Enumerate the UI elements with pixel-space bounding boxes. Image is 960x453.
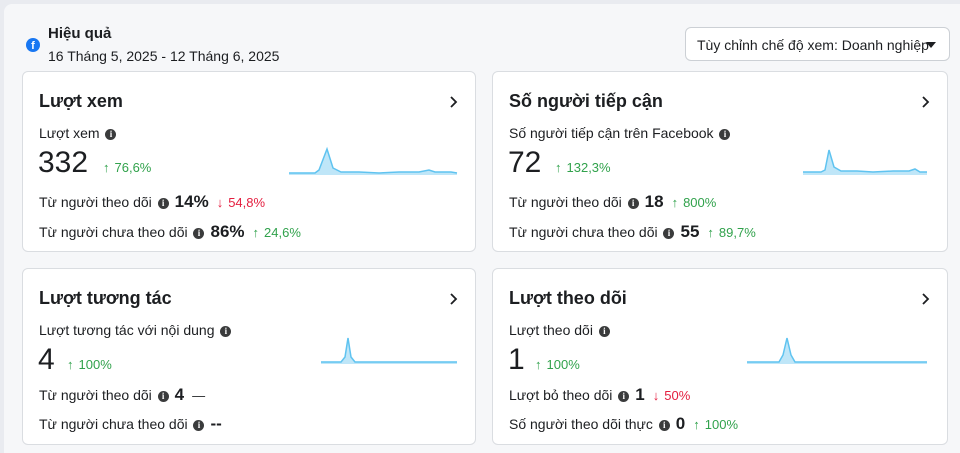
- facebook-icon: f: [26, 38, 40, 52]
- change-down: ↓ 50%: [652, 388, 691, 403]
- info-icon[interactable]: i: [220, 326, 232, 337]
- reach-sparkline: [803, 149, 927, 175]
- change-down: ↓ 54,8%: [216, 195, 266, 210]
- arrow-down-icon: ↓: [216, 195, 224, 210]
- change-up: ↑ 800%: [671, 195, 717, 210]
- metric-change: ↑ 76,6%: [103, 160, 152, 175]
- info-icon[interactable]: i: [193, 420, 205, 431]
- breakdown-row: Từ người chưa theo dõi i 55 ↑ 89,7%: [509, 222, 756, 241]
- breakdown-row: Từ người theo dõi i 14% ↓ 54,8%: [39, 192, 266, 211]
- arrow-up-icon: ↑: [707, 225, 714, 240]
- chevron-right-icon[interactable]: [919, 292, 933, 306]
- info-icon[interactable]: i: [663, 228, 675, 239]
- metric-change: ↑ 132,3%: [555, 160, 611, 175]
- arrow-up-icon: ↑: [103, 160, 110, 175]
- interactions-sparkline: [321, 337, 457, 364]
- metric-value: 4: [38, 343, 55, 376]
- arrow-up-icon: ↑: [555, 160, 562, 175]
- views-card: Lượt xem Lượt xem i 332 ↑ 76,6% Từ người …: [22, 71, 476, 252]
- date-range: 16 Tháng 5, 2025 - 12 Tháng 6, 2025: [48, 48, 280, 64]
- card-title: Lượt theo dõi: [509, 288, 627, 308]
- section-title: Hiệu quả: [48, 25, 112, 42]
- view-selector-dropdown[interactable]: Tùy chỉnh chế độ xem: Doanh nghiệp: [685, 27, 950, 61]
- info-icon[interactable]: i: [618, 391, 630, 402]
- metric-label: Lượt xem i: [39, 125, 117, 141]
- arrow-up-icon: ↑: [671, 195, 679, 210]
- info-icon[interactable]: i: [157, 198, 169, 209]
- interactions-card: Lượt tương tác Lượt tương tác với nội du…: [22, 268, 476, 445]
- info-icon[interactable]: i: [627, 198, 639, 209]
- performance-panel: f Hiệu quả 16 Tháng 5, 2025 - 12 Tháng 6…: [4, 4, 960, 453]
- card-title: Lượt tương tác: [39, 288, 172, 308]
- chevron-right-icon[interactable]: [447, 292, 461, 306]
- breakdown-row: Từ người chưa theo dõi i 86% ↑ 24,6%: [39, 222, 301, 241]
- metric-value: 72: [508, 146, 542, 179]
- follows-card: Lượt theo dõi Lượt theo dõi i 1 ↑ 100% Lư…: [492, 268, 948, 445]
- metric-label: Lượt tương tác với nội dung i: [39, 322, 232, 338]
- chevron-right-icon[interactable]: [447, 95, 461, 109]
- breakdown-row: Từ người theo dõi i 18 ↑ 800%: [509, 192, 717, 211]
- info-icon[interactable]: i: [105, 129, 117, 140]
- change-up: ↑ 89,7%: [707, 225, 756, 240]
- info-icon[interactable]: i: [598, 326, 610, 337]
- breakdown-row: Từ người theo dõi i 4—: [39, 385, 206, 404]
- info-icon[interactable]: i: [658, 420, 670, 431]
- arrow-up-icon: ↑: [693, 417, 700, 432]
- chevron-right-icon[interactable]: [919, 95, 933, 109]
- metric-change: ↑ 100%: [535, 357, 580, 372]
- view-selector-label: Tùy chỉnh chế độ xem: Doanh nghiệp: [697, 37, 929, 53]
- arrow-up-icon: ↑: [67, 357, 74, 372]
- metric-value: 1: [508, 343, 525, 376]
- metric-label: Số người tiếp cận trên Facebook i: [509, 125, 731, 141]
- arrow-down-icon: ↓: [652, 388, 660, 403]
- views-sparkline: [289, 146, 458, 175]
- caret-down-icon: [926, 42, 936, 48]
- change-up: ↑ 100%: [693, 417, 739, 432]
- breakdown-row: Từ người chưa theo dõi i --: [39, 414, 222, 433]
- breakdown-row: Số người theo dõi thực i 0 ↑ 100%: [509, 414, 739, 433]
- follows-sparkline: [747, 337, 927, 364]
- arrow-up-icon: ↑: [535, 357, 542, 372]
- reach-card: Số người tiếp cận Số người tiếp cận trên…: [492, 71, 948, 252]
- metric-value: 332: [38, 146, 89, 179]
- arrow-up-icon: ↑: [252, 225, 260, 240]
- change-up: ↑ 24,6%: [252, 225, 301, 240]
- info-icon[interactable]: i: [193, 228, 205, 239]
- info-icon[interactable]: i: [157, 391, 169, 402]
- metric-change: ↑ 100%: [67, 357, 112, 372]
- no-change: —: [192, 388, 206, 403]
- card-title: Số người tiếp cận: [509, 91, 663, 111]
- breakdown-row: Lượt bỏ theo dõi i 1 ↓ 50%: [509, 385, 691, 404]
- metric-label: Lượt theo dõi i: [509, 322, 610, 338]
- info-icon[interactable]: i: [719, 129, 731, 140]
- card-title: Lượt xem: [39, 91, 123, 111]
